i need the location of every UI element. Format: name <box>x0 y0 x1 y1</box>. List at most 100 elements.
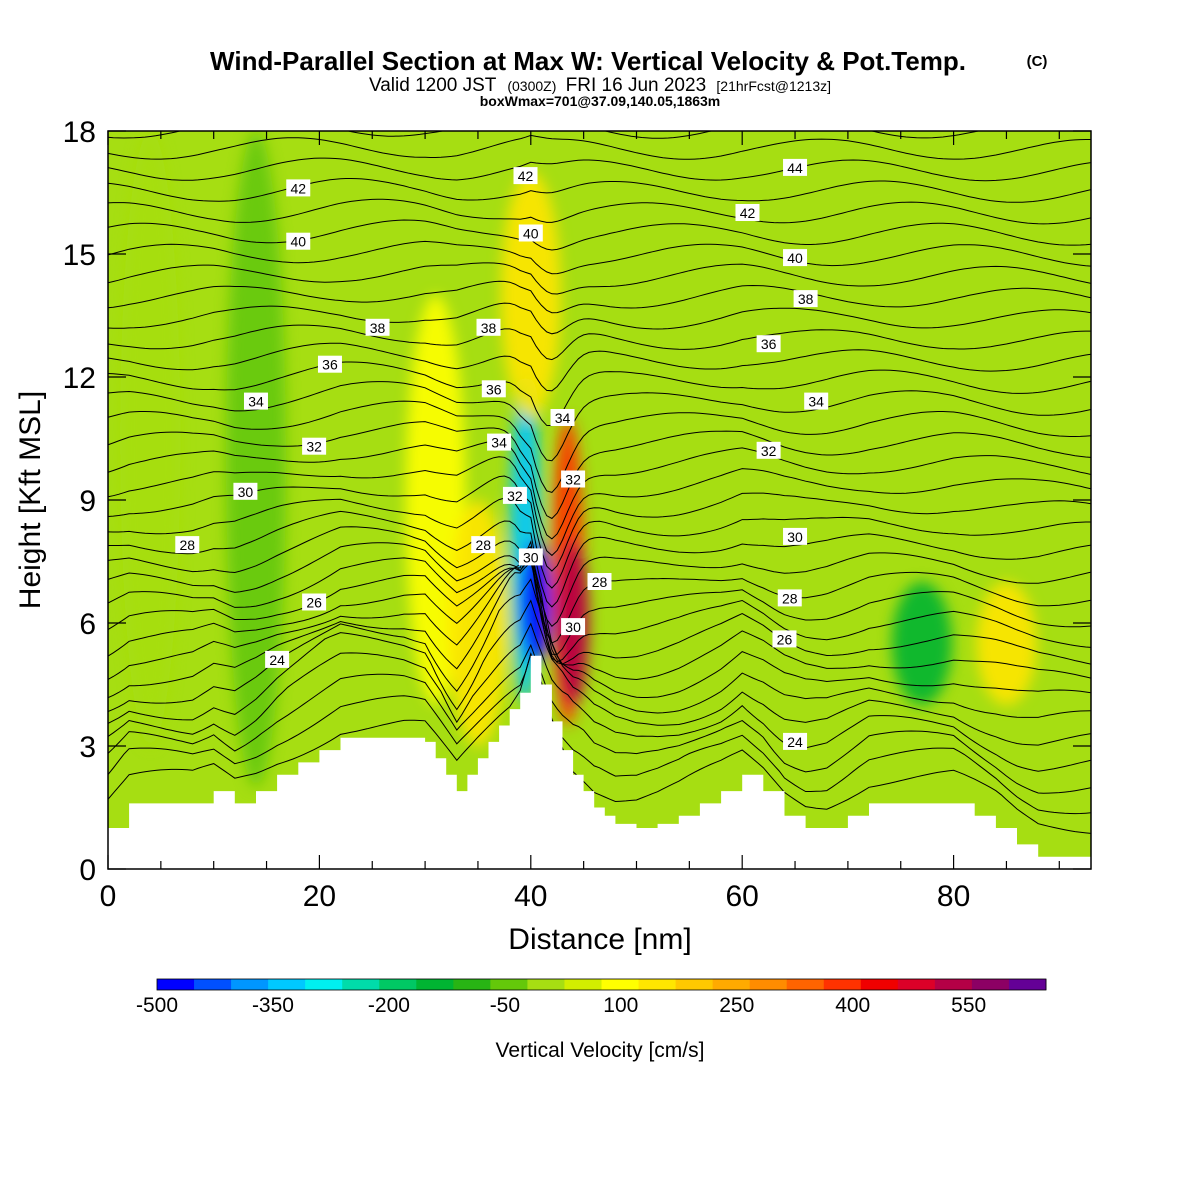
theta-label-box <box>804 392 829 410</box>
terrain-shape <box>108 655 1091 869</box>
theta-label: 30 <box>233 482 258 500</box>
y-tick-label: 18 <box>63 116 96 149</box>
colorbar-tick-label: 550 <box>951 994 986 1017</box>
theta-contour-line <box>108 539 1091 665</box>
theta-label-box <box>302 593 327 611</box>
theta-label-text: 44 <box>787 160 803 176</box>
colorbar-tick-label: 100 <box>603 994 638 1017</box>
theta-label-text: 38 <box>370 320 386 336</box>
colorbar-tick-label: -200 <box>368 994 410 1017</box>
theta-label: 38 <box>476 318 501 336</box>
theta-label-text: 40 <box>290 234 306 250</box>
theta-label: 26 <box>772 630 797 648</box>
theta-label-box <box>317 355 342 373</box>
theta-label-text: 42 <box>740 205 756 221</box>
theta-label-text: 34 <box>555 410 571 426</box>
colorbar-swatch <box>712 979 751 990</box>
terrain-mask <box>108 655 1091 869</box>
theta-contour-line <box>108 240 1091 275</box>
theta-contour-line <box>108 561 1091 699</box>
x-tick-label: 60 <box>726 880 759 913</box>
theta-label: 36 <box>481 380 506 398</box>
colorbar-swatch <box>490 979 528 990</box>
theta-label-box <box>783 249 808 267</box>
theta-label: 24 <box>265 650 290 668</box>
colorbar-swatch <box>638 979 677 990</box>
theta-contour-line <box>108 652 1091 834</box>
colorbar-tick-label: -50 <box>490 994 520 1017</box>
velocity-cell <box>225 131 286 787</box>
theta-label: 38 <box>793 290 818 308</box>
theta-label-text: 38 <box>481 320 497 336</box>
theta-label-box <box>365 318 390 336</box>
theta-label: 26 <box>302 593 327 611</box>
colorbar-swatch <box>897 979 936 990</box>
plot-area: 4240383634323028262442403836343228303432… <box>63 116 1092 913</box>
theta-contour-line <box>108 652 1091 815</box>
theta-label-box <box>518 548 543 566</box>
theta-label: 28 <box>777 589 802 607</box>
theta-label-text: 28 <box>782 590 798 606</box>
theta-contour-line <box>108 622 1091 772</box>
x-tick-label: 0 <box>100 880 117 913</box>
theta-label-text: 26 <box>306 595 322 611</box>
colorbar-swatch <box>416 979 454 990</box>
colorbar-swatch <box>749 979 788 990</box>
theta-label: 30 <box>518 548 543 566</box>
theta-label-box <box>487 433 512 451</box>
theta-contour-line <box>108 381 1091 462</box>
colorbar-swatch <box>268 979 306 990</box>
theta-contour-line <box>108 526 1091 628</box>
theta-label: 32 <box>302 437 327 455</box>
theta-contour-line <box>108 440 1091 540</box>
theta-label-box <box>286 232 311 250</box>
box-info: boxWmax=701@37.09,140.05,1863m <box>480 93 721 109</box>
theta-contour-line <box>108 549 1091 681</box>
theta-contour-line <box>108 131 981 139</box>
theta-label-box <box>265 650 290 668</box>
theta-label-text: 24 <box>787 734 803 750</box>
theta-contour-line <box>108 475 1091 572</box>
theta-contour-line <box>108 497 1091 589</box>
theta-label-text: 42 <box>290 180 306 196</box>
theta-contour-line <box>108 134 1091 160</box>
theta-label-box <box>481 380 506 398</box>
theta-label-box <box>793 290 818 308</box>
theta-label-box <box>550 409 575 426</box>
theta-label-box <box>561 618 586 636</box>
theta-label-box <box>783 158 808 176</box>
theta-label: 42 <box>513 167 538 185</box>
theta-label-box <box>502 486 527 504</box>
chart-title: Wind-Parallel Section at Max W: Vertical… <box>210 46 966 76</box>
theta-label-text: 34 <box>491 435 507 451</box>
colorbar-label: Vertical Velocity [cm/s] <box>496 1039 705 1062</box>
colorbar-tick-label: 400 <box>835 994 870 1017</box>
theta-label: 38 <box>365 318 390 336</box>
theta-contour-line <box>108 546 1091 663</box>
theta-label-text: 30 <box>787 529 803 545</box>
x-tick-label: 40 <box>514 880 547 913</box>
theta-label-box <box>756 441 781 459</box>
x-axis-label: Distance [nm] <box>508 923 691 956</box>
theta-label-text: 36 <box>486 381 502 397</box>
theta-label: 28 <box>471 536 496 554</box>
colorbar-swatch <box>231 979 269 990</box>
copyright-mark: (C) <box>1027 53 1048 70</box>
theta-label-box <box>175 536 200 554</box>
colorbar: -500 -350 -200 -50 100 250 400 550 <box>136 978 1047 1017</box>
theta-label-box <box>476 318 501 336</box>
theta-label-box <box>471 536 496 554</box>
forecast-tag: [21hrFcst@1213z] <box>716 78 831 94</box>
theta-label: 28 <box>587 573 612 590</box>
theta-label-text: 32 <box>306 439 322 455</box>
theta-label: 28 <box>175 536 200 554</box>
theta-label-text: 32 <box>507 488 523 504</box>
theta-contour-line <box>108 361 1091 427</box>
theta-label-text: 26 <box>777 631 793 647</box>
y-tick-label: 9 <box>79 485 96 518</box>
velocity-cell <box>976 582 1037 705</box>
theta-label-text: 30 <box>523 549 539 565</box>
colorbar-swatch <box>379 979 417 990</box>
theta-label-text: 30 <box>565 619 581 635</box>
